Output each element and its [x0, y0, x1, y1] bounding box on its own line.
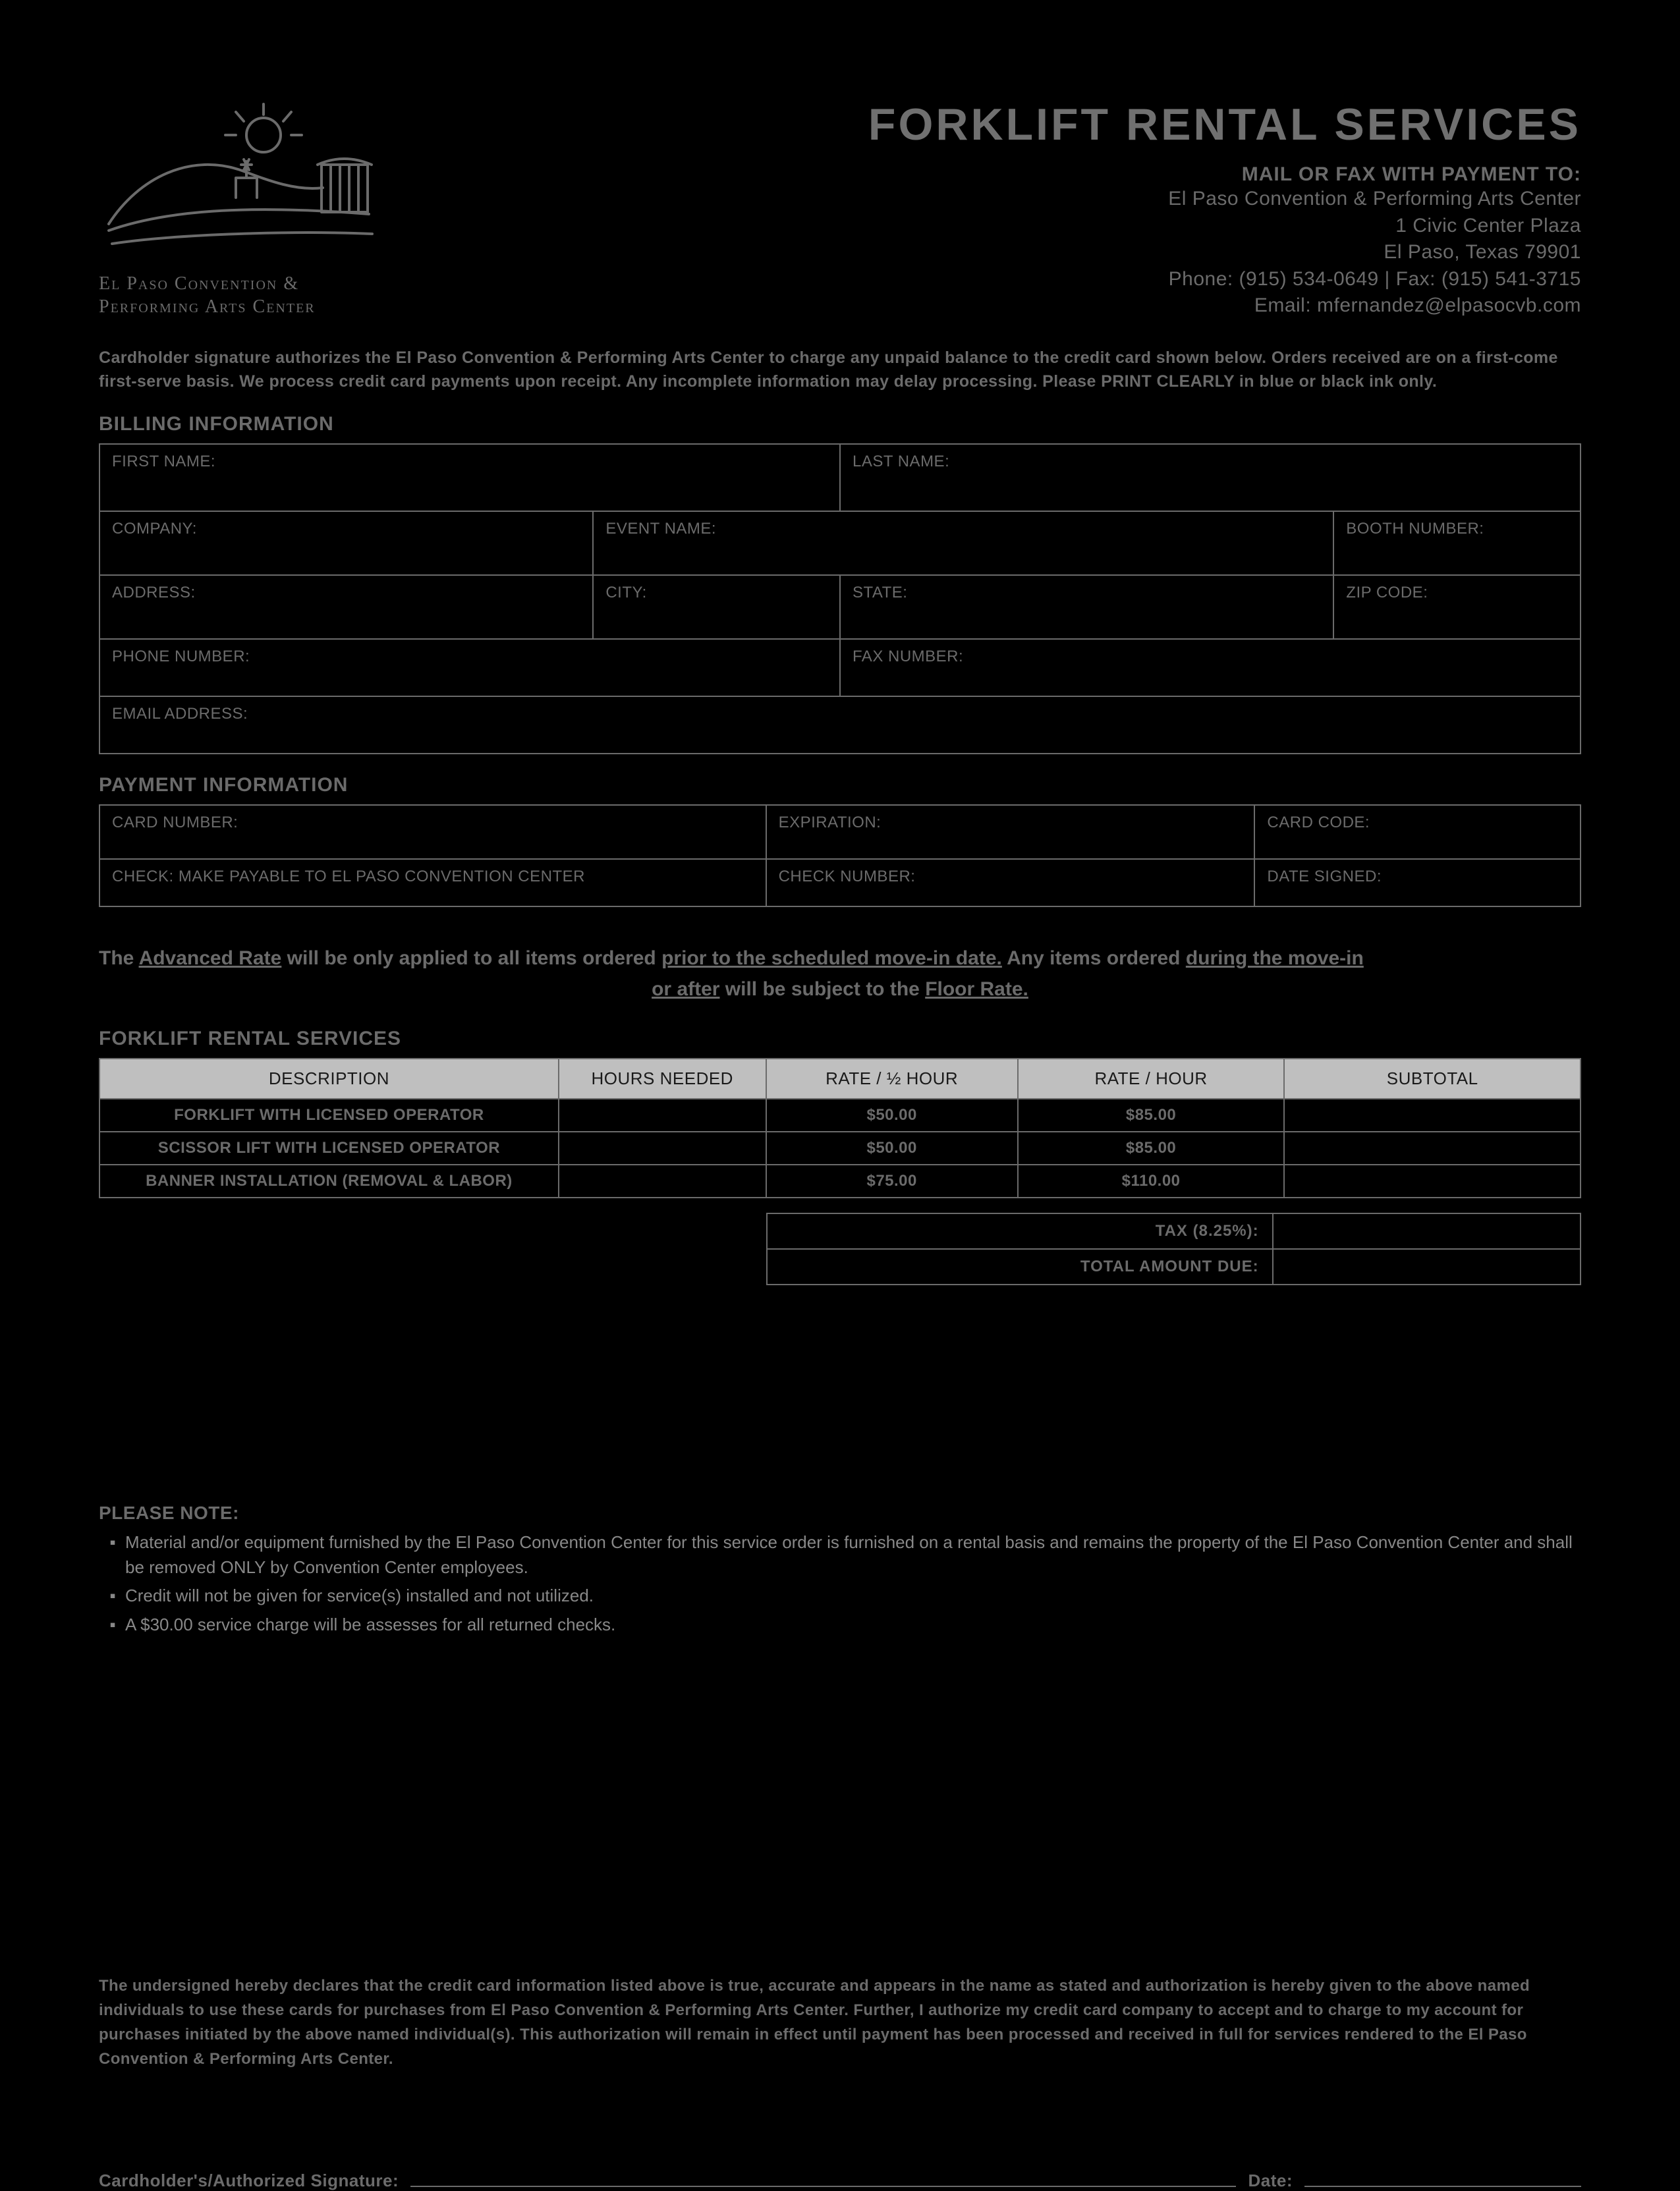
services-table: DESCRIPTION HOURS NEEDED RATE / ½ HOUR R… [99, 1058, 1581, 1198]
list-item: A $30.00 service charge will be assesses… [125, 1613, 1581, 1638]
rate-note-prior: prior to the scheduled move-in date. [661, 947, 1002, 969]
addr-line2: El Paso, Texas 79901 [868, 239, 1581, 266]
totals-table: TAX (8.25%): TOTAL AMOUNT DUE: [766, 1213, 1582, 1285]
city-field[interactable]: CITY: [593, 575, 840, 639]
services-section-title: FORKLIFT RENTAL SERVICES [99, 1028, 1581, 1050]
logo-icon [99, 99, 382, 263]
col-rate-half: RATE / ½ HOUR [766, 1059, 1018, 1099]
signature-line[interactable] [410, 2186, 1236, 2187]
org-name: El Paso Convention & Performing Arts Cen… [868, 186, 1581, 213]
table-row: SCISSOR LIFT WITH LICENSED OPERATOR $50.… [99, 1132, 1581, 1165]
rate-note: The Advanced Rate will be only applied t… [99, 943, 1581, 1005]
event-name-field[interactable]: EVENT NAME: [593, 511, 1333, 575]
payment-table: CARD NUMBER: EXPIRATION: CARD CODE: CHEC… [99, 804, 1581, 907]
rate-note-text: Any items ordered [1002, 947, 1186, 969]
date-signed-field[interactable]: DATE SIGNED: [1254, 859, 1581, 906]
svc-hour: $85.00 [1018, 1099, 1285, 1132]
col-rate-hour: RATE / HOUR [1018, 1059, 1285, 1099]
intro-paragraph: Cardholder signature authorizes the El P… [99, 346, 1581, 394]
svc-hours[interactable] [559, 1165, 766, 1198]
svc-sub[interactable] [1284, 1132, 1581, 1165]
declaration-paragraph: The undersigned hereby declares that the… [99, 1974, 1581, 2072]
svc-hour: $85.00 [1018, 1132, 1285, 1165]
col-hours: HOURS NEEDED [559, 1059, 766, 1099]
col-description: DESCRIPTION [99, 1059, 559, 1099]
svc-hour: $110.00 [1018, 1165, 1285, 1198]
rate-note-advanced: Advanced Rate [139, 947, 282, 969]
table-row: BANNER INSTALLATION (REMOVAL & LABOR) $7… [99, 1165, 1581, 1198]
logo-caption: El Paso Convention & Performing Arts Cen… [99, 272, 428, 318]
addr-line1: 1 Civic Center Plaza [868, 213, 1581, 240]
phone-fax: Phone: (915) 534-0649 | Fax: (915) 541-3… [868, 266, 1581, 293]
card-number-field[interactable]: CARD NUMBER: [99, 805, 766, 859]
total-label: TOTAL AMOUNT DUE: [767, 1249, 1273, 1285]
svc-desc: SCISSOR LIFT WITH LICENSED OPERATOR [99, 1132, 559, 1165]
check-payable-field[interactable]: CHECK: MAKE PAYABLE TO EL PASO CONVENTIO… [99, 859, 766, 906]
please-note-title: PLEASE NOTE: [99, 1503, 1581, 1524]
logo-caption-line2: Performing Arts Center [99, 295, 428, 318]
first-name-field[interactable]: FIRST NAME: [99, 444, 840, 511]
list-item: Material and/or equipment furnished by t… [125, 1530, 1581, 1580]
svc-sub[interactable] [1284, 1099, 1581, 1132]
tax-value[interactable] [1273, 1213, 1581, 1249]
payment-section-title: PAYMENT INFORMATION [99, 774, 1581, 796]
state-field[interactable]: STATE: [840, 575, 1333, 639]
svc-half: $75.00 [766, 1165, 1018, 1198]
notes-list: Material and/or equipment furnished by t… [99, 1530, 1581, 1638]
check-number-field[interactable]: CHECK NUMBER: [766, 859, 1255, 906]
page-title: FORKLIFT RENTAL SERVICES [868, 99, 1581, 150]
rate-note-text: The [99, 947, 139, 969]
billing-table: FIRST NAME: LAST NAME: COMPANY: EVENT NA… [99, 443, 1581, 754]
email-field[interactable]: EMAIL ADDRESS: [99, 696, 1581, 754]
title-block: FORKLIFT RENTAL SERVICES MAIL OR FAX WIT… [868, 99, 1581, 319]
address-field[interactable]: ADDRESS: [99, 575, 593, 639]
booth-number-field[interactable]: BOOTH NUMBER: [1333, 511, 1581, 575]
rate-note-text: will be subject to the [719, 978, 925, 1000]
card-code-field[interactable]: CARD CODE: [1254, 805, 1581, 859]
fax-field[interactable]: FAX NUMBER: [840, 639, 1581, 696]
billing-section-title: BILLING INFORMATION [99, 413, 1581, 435]
zip-field[interactable]: ZIP CODE: [1333, 575, 1581, 639]
phone-field[interactable]: PHONE NUMBER: [99, 639, 840, 696]
table-row: FORKLIFT WITH LICENSED OPERATOR $50.00 $… [99, 1099, 1581, 1132]
expiration-field[interactable]: EXPIRATION: [766, 805, 1255, 859]
logo-caption-line1: El Paso Convention & [99, 272, 428, 295]
signature-row: Cardholder's/Authorized Signature: Date: [99, 2171, 1581, 2191]
svc-sub[interactable] [1284, 1165, 1581, 1198]
logo-block: El Paso Convention & Performing Arts Cen… [99, 99, 428, 318]
last-name-field[interactable]: LAST NAME: [840, 444, 1581, 511]
svc-hours[interactable] [559, 1132, 766, 1165]
tax-label: TAX (8.25%): [767, 1213, 1273, 1249]
signature-label: Cardholder's/Authorized Signature: [99, 2171, 399, 2191]
rate-note-during: during the move-in [1186, 947, 1364, 969]
svc-half: $50.00 [766, 1099, 1018, 1132]
mail-to-label: MAIL OR FAX WITH PAYMENT TO: [868, 163, 1581, 186]
rate-note-floor: Floor Rate. [925, 978, 1028, 1000]
col-subtotal: SUBTOTAL [1284, 1059, 1581, 1099]
date-label: Date: [1248, 2171, 1293, 2191]
rate-note-text: will be only applied to all items ordere… [281, 947, 661, 969]
svc-half: $50.00 [766, 1132, 1018, 1165]
list-item: Credit will not be given for service(s) … [125, 1584, 1581, 1609]
svc-hours[interactable] [559, 1099, 766, 1132]
contact-email: Email: mfernandez@elpasocvb.com [868, 292, 1581, 319]
svc-desc: FORKLIFT WITH LICENSED OPERATOR [99, 1099, 559, 1132]
rate-note-after: or after [652, 978, 719, 1000]
date-line[interactable] [1304, 2186, 1581, 2187]
company-field[interactable]: COMPANY: [99, 511, 593, 575]
header: El Paso Convention & Performing Arts Cen… [99, 99, 1581, 319]
total-value[interactable] [1273, 1249, 1581, 1285]
svc-desc: BANNER INSTALLATION (REMOVAL & LABOR) [99, 1165, 559, 1198]
